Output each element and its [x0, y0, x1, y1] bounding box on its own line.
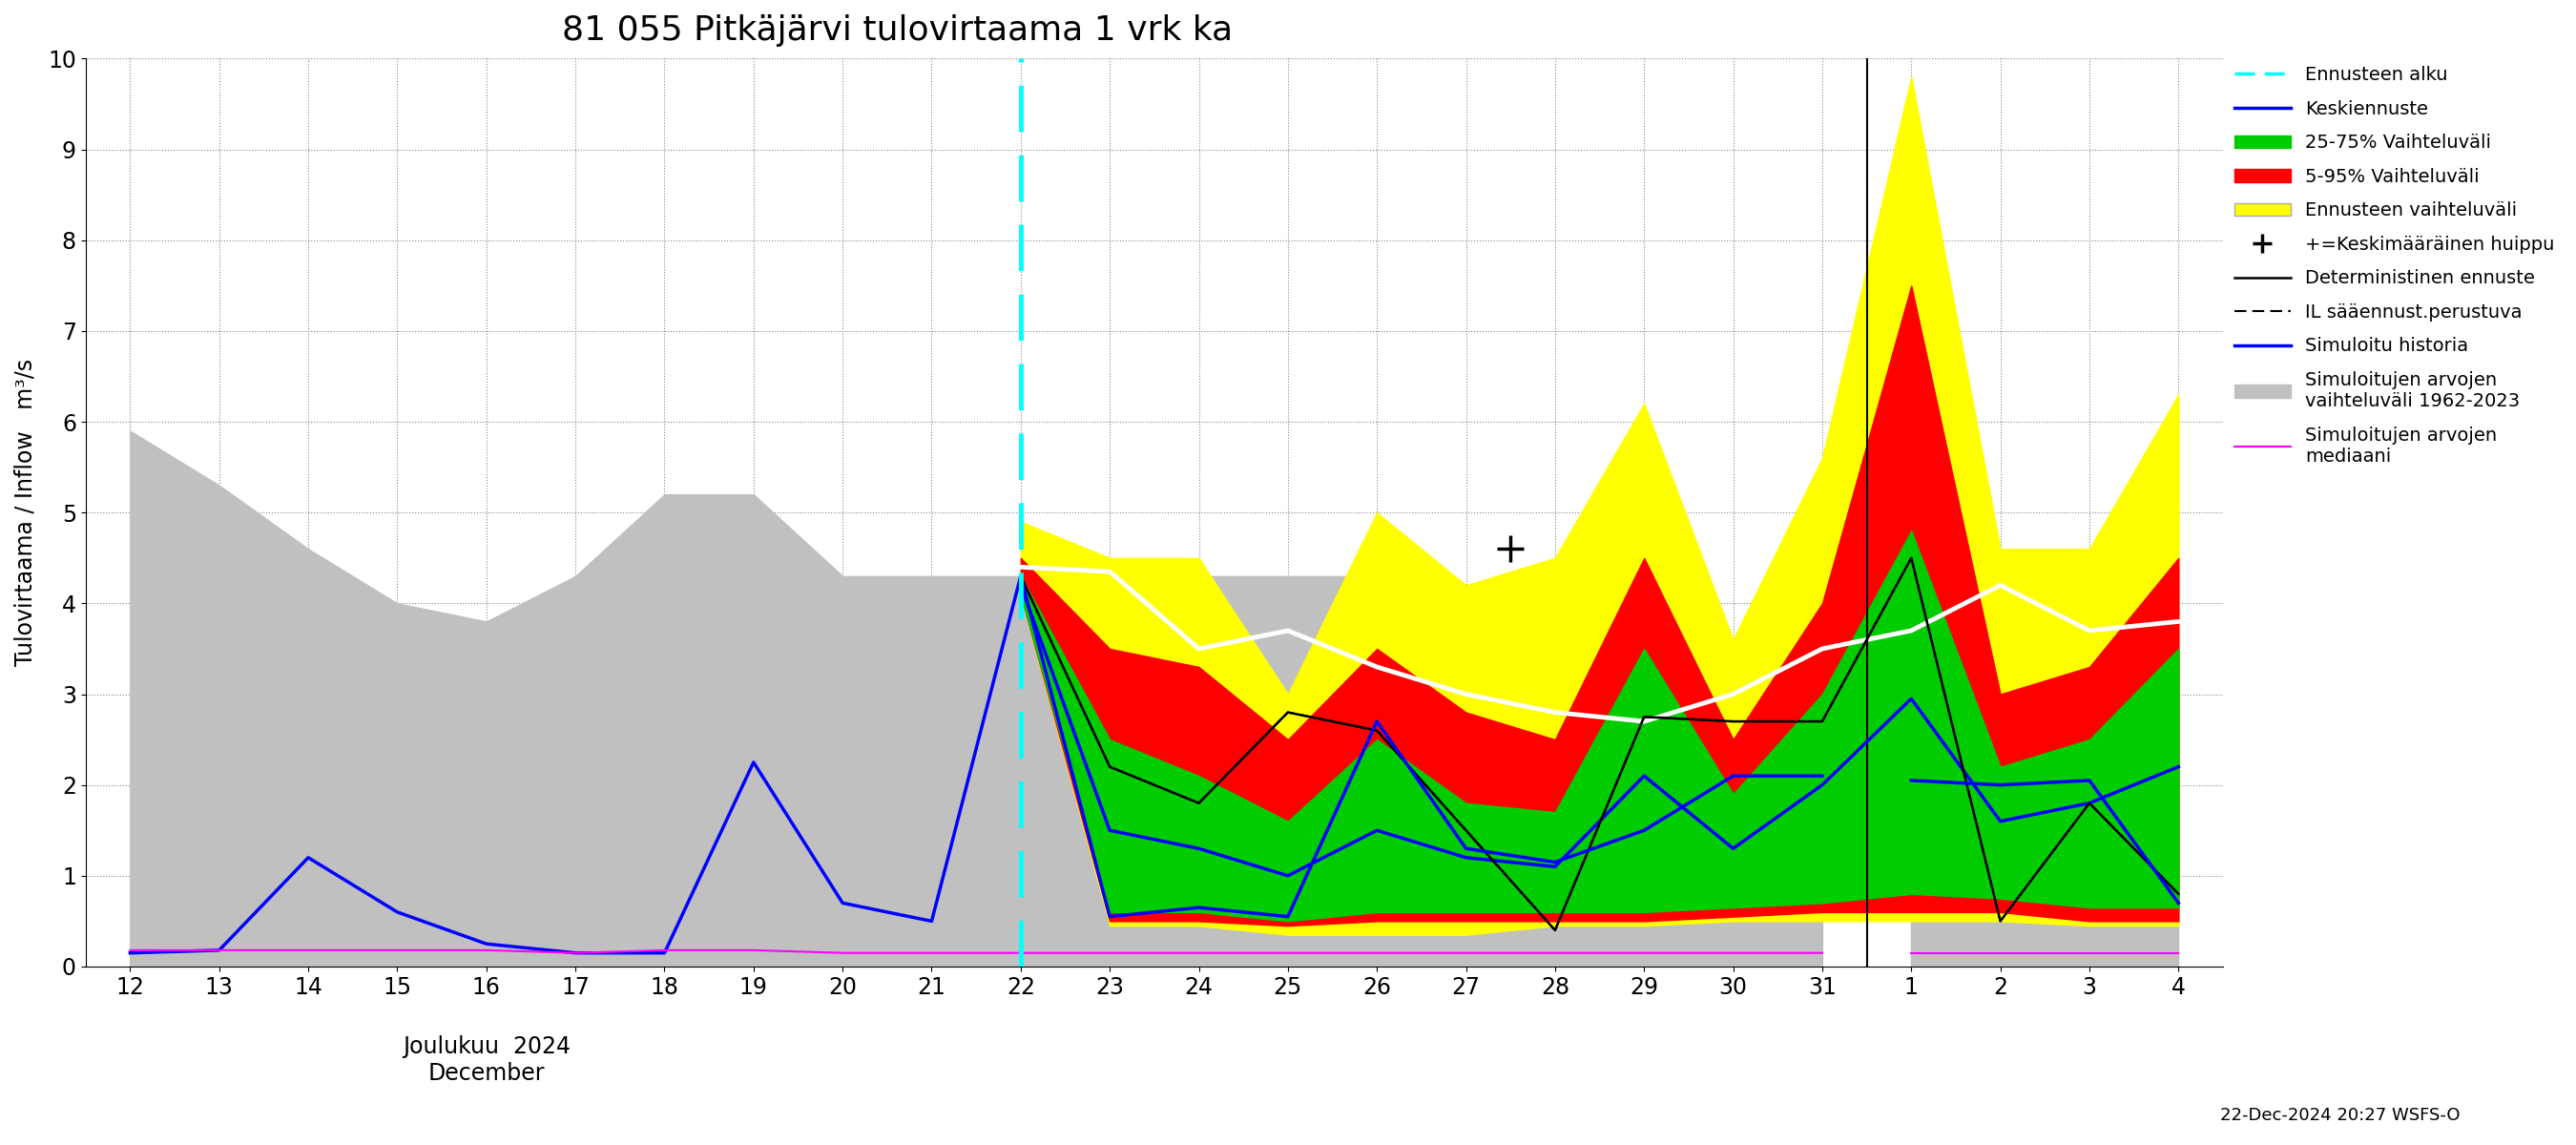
Title: 81 055 Pitkäjärvi tulovirtaama 1 vrk ka: 81 055 Pitkäjärvi tulovirtaama 1 vrk ka: [562, 14, 1234, 47]
Text: 22-Dec-2024 20:27 WSFS-O: 22-Dec-2024 20:27 WSFS-O: [2221, 1107, 2460, 1124]
Legend: Ennusteen alku, Keskiennuste, 25-75% Vaihteluväli, 5-95% Vaihteluväli, Ennusteen: Ennusteen alku, Keskiennuste, 25-75% Vai…: [2228, 58, 2563, 473]
Y-axis label: Tulovirtaama / Inflow   m³/s: Tulovirtaama / Inflow m³/s: [15, 358, 36, 666]
Text: Joulukuu  2024
December: Joulukuu 2024 December: [402, 1035, 569, 1084]
